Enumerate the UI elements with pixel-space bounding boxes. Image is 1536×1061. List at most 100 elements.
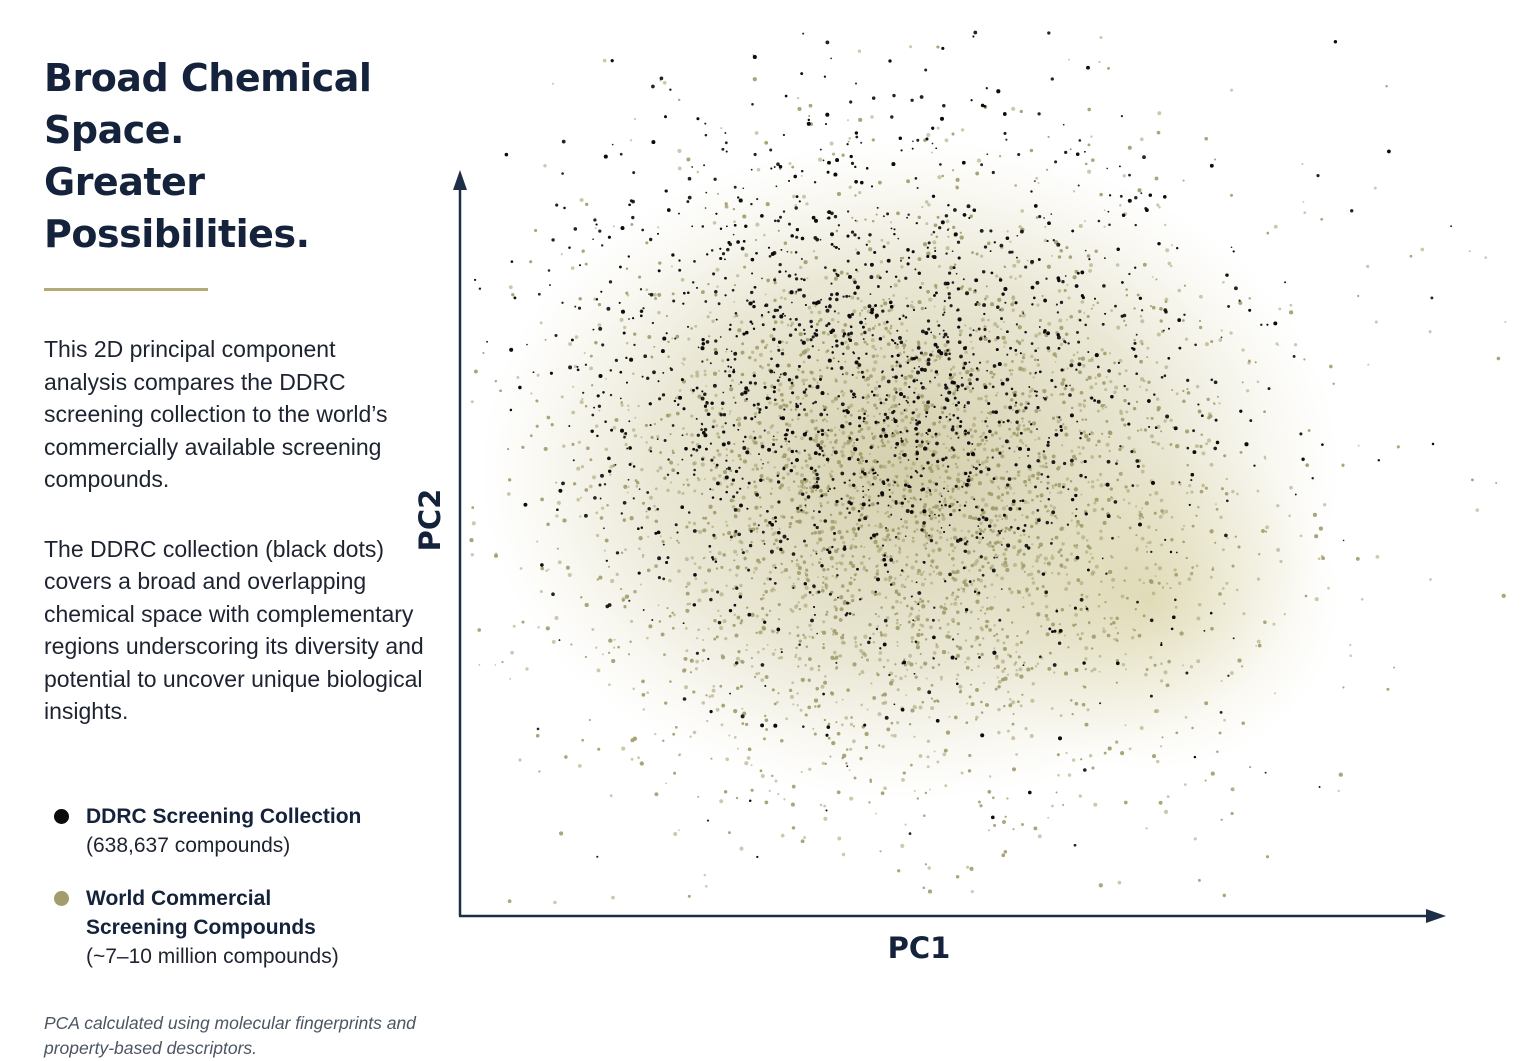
world-point — [1009, 590, 1014, 595]
world-point — [712, 419, 717, 424]
world-point — [1092, 303, 1095, 307]
world-point — [1009, 372, 1013, 376]
world-point — [911, 461, 916, 466]
world-point — [1420, 247, 1425, 252]
world-point — [799, 473, 804, 478]
world-point — [877, 615, 881, 618]
world-point — [902, 487, 907, 491]
world-point — [1218, 402, 1221, 405]
world-point — [1289, 303, 1293, 307]
world-point — [1360, 597, 1364, 601]
world-point — [842, 540, 846, 545]
world-point — [1035, 176, 1039, 180]
world-point — [1225, 581, 1229, 585]
world-point — [858, 314, 862, 317]
world-point — [1164, 365, 1169, 370]
world-point — [762, 647, 765, 651]
world-point — [911, 348, 914, 352]
world-point — [908, 653, 913, 658]
world-point — [890, 734, 894, 737]
world-point — [1121, 662, 1126, 667]
world-point — [938, 530, 942, 535]
world-point — [780, 320, 784, 324]
world-point — [910, 369, 914, 373]
world-point — [1101, 407, 1104, 410]
world-point — [1080, 460, 1084, 464]
legend-item-ddrc: DDRC Screening Collection (638,637 compo… — [44, 802, 424, 860]
world-point — [1051, 486, 1055, 490]
world-point — [787, 447, 792, 452]
world-point — [1099, 483, 1104, 488]
world-point — [763, 381, 767, 385]
world-point — [766, 394, 769, 397]
world-point — [1090, 556, 1095, 560]
world-point — [1349, 643, 1352, 647]
world-point — [926, 739, 931, 743]
world-point — [595, 511, 599, 515]
world-point — [687, 521, 692, 525]
world-point — [656, 435, 660, 439]
world-point — [940, 406, 945, 410]
world-point — [866, 426, 871, 431]
world-point — [931, 548, 936, 553]
world-point — [904, 578, 907, 581]
world-point — [594, 227, 597, 230]
world-point — [640, 583, 642, 586]
world-point — [904, 823, 907, 826]
world-point — [1317, 557, 1321, 561]
world-point — [1245, 389, 1250, 393]
world-point — [1211, 566, 1215, 569]
world-point — [1189, 665, 1194, 669]
world-point — [982, 447, 987, 452]
world-point — [1080, 300, 1085, 304]
world-point — [567, 573, 572, 577]
world-point — [1063, 565, 1067, 569]
world-point — [831, 574, 834, 578]
world-point — [1117, 535, 1120, 538]
world-point — [1027, 394, 1032, 399]
world-point — [1155, 361, 1159, 364]
world-point — [1058, 490, 1063, 495]
world-point — [938, 354, 943, 359]
world-point — [966, 865, 970, 869]
world-point — [1170, 515, 1174, 519]
world-point — [725, 448, 728, 451]
world-point — [817, 576, 819, 579]
world-point — [998, 540, 1003, 545]
world-point — [983, 681, 986, 685]
world-point — [987, 543, 992, 548]
world-point — [716, 285, 719, 288]
world-point — [851, 496, 855, 500]
world-point — [973, 561, 978, 566]
world-point — [1128, 747, 1132, 751]
world-point — [1086, 708, 1090, 712]
world-point — [1242, 612, 1246, 616]
world-point — [1256, 380, 1260, 384]
world-point — [1081, 363, 1086, 368]
world-point — [874, 386, 878, 391]
world-point — [1201, 451, 1206, 456]
world-point — [956, 407, 960, 412]
world-point — [983, 442, 986, 446]
world-point — [989, 775, 992, 778]
world-point — [958, 435, 961, 438]
world-point — [768, 570, 772, 574]
world-point — [1160, 679, 1164, 683]
world-point — [471, 521, 476, 526]
world-point — [824, 454, 827, 456]
world-point — [604, 447, 609, 452]
world-point — [1016, 553, 1020, 557]
world-point — [979, 521, 983, 526]
world-point — [810, 515, 815, 520]
world-point — [824, 275, 828, 280]
world-point — [977, 540, 982, 545]
world-point — [985, 473, 989, 477]
world-point — [1231, 489, 1235, 494]
world-point — [1148, 493, 1152, 497]
world-point — [812, 727, 815, 730]
world-point — [1097, 604, 1101, 608]
world-point — [946, 622, 950, 626]
world-point — [772, 451, 775, 454]
world-point — [803, 593, 808, 598]
world-point — [891, 491, 894, 495]
